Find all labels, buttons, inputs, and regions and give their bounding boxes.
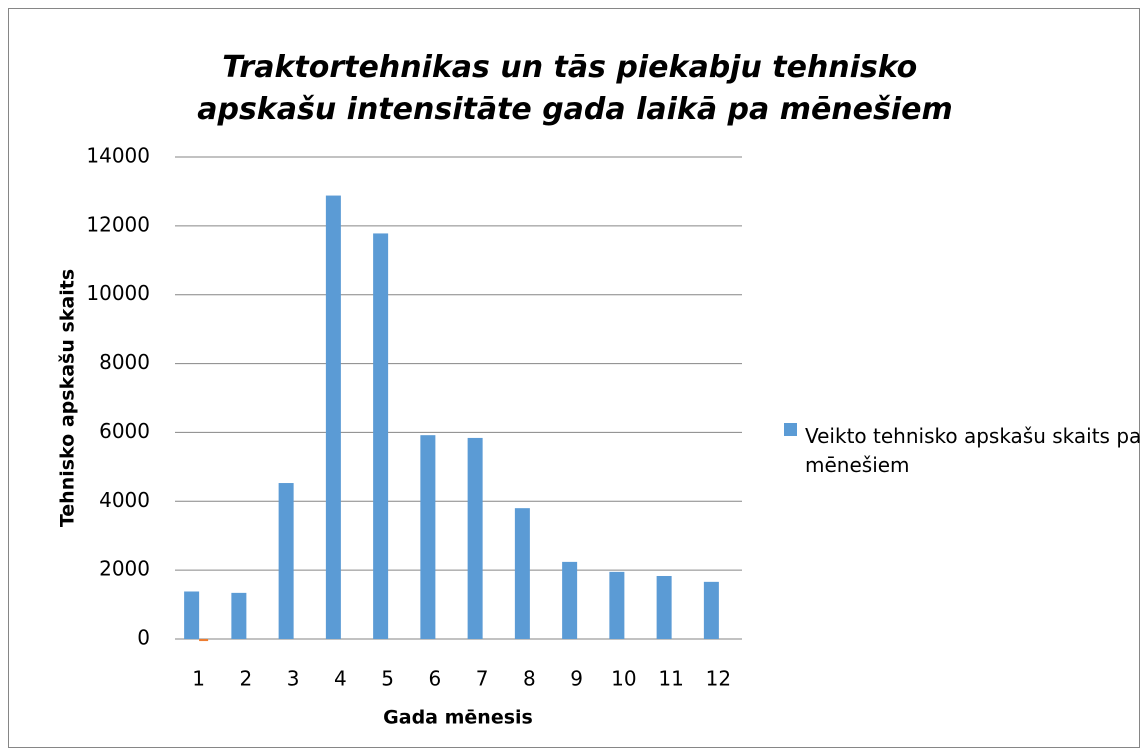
- x-tick-label: 8: [523, 667, 536, 691]
- x-tick-label: 1: [192, 667, 205, 691]
- bar: [231, 592, 247, 639]
- bar: [373, 233, 389, 639]
- y-tick-label: 4000: [99, 488, 150, 512]
- x-tick-label: 3: [287, 667, 300, 691]
- bar: [609, 571, 625, 639]
- x-axis-title: Gada mēnesis: [383, 707, 533, 729]
- bar: [199, 639, 209, 642]
- y-tick-label: 2000: [99, 557, 150, 581]
- bar: [514, 508, 530, 639]
- x-tick-label: 2: [240, 667, 253, 691]
- x-tick-label: 12: [706, 667, 731, 691]
- y-tick-label: 12000: [86, 212, 150, 236]
- y-tick-label: 6000: [99, 419, 150, 443]
- bar: [703, 581, 719, 639]
- bar: [467, 437, 483, 639]
- bar: [278, 483, 294, 639]
- x-tick-label: 9: [570, 667, 583, 691]
- x-tick-label: 7: [476, 667, 489, 691]
- bar: [656, 575, 672, 639]
- y-tick-label: 14000: [86, 144, 150, 168]
- bar: [325, 195, 341, 639]
- x-tick-label: 10: [611, 667, 636, 691]
- y-axis-title: Tehnisko apskašu skaits: [57, 269, 79, 527]
- x-tick-label: 4: [334, 667, 347, 691]
- x-tick-label: 6: [429, 667, 442, 691]
- bar: [420, 435, 436, 639]
- bar: [184, 591, 200, 639]
- y-tick-label: 0: [137, 626, 150, 650]
- bar: [562, 561, 578, 639]
- y-tick-label: 10000: [86, 281, 150, 305]
- y-tick-label: 8000: [99, 350, 150, 374]
- x-tick-label: 5: [381, 667, 394, 691]
- legend-swatch: [784, 423, 797, 436]
- x-tick-label: 11: [658, 667, 683, 691]
- legend-label: Veikto tehnisko apskašu skaits pa mēneši…: [805, 424, 1148, 477]
- chart-title: Traktortehnikas un tās piekabju tehnisko…: [197, 50, 953, 127]
